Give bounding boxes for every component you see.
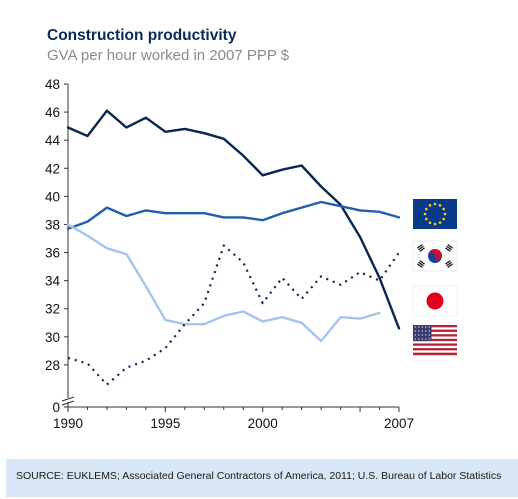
x-tick-label: 1995: [150, 416, 180, 431]
series-line-japan: [66, 223, 381, 343]
axis-break-mark: [61, 396, 75, 406]
x-tick-label: 2000: [248, 416, 278, 431]
legend: [412, 199, 458, 356]
y-tick-label: 32: [45, 302, 60, 317]
y-tick-label: 44: [45, 133, 61, 148]
y-tick-label: 42: [45, 161, 60, 176]
y-tick-label: 0: [52, 400, 60, 415]
y-tick-label: 38: [45, 217, 60, 232]
line-chart: 0 28 30 32 34 36 38 40 42 44 46 48 1990 1995 2000 2007: [45, 77, 458, 431]
japan-flag-icon: [412, 285, 458, 317]
eu-flag-icon: [413, 199, 457, 229]
y-tick-label: 34: [45, 274, 61, 289]
korea-flag-icon: [412, 240, 458, 272]
chart-subtitle: GVA per hour worked in 2007 PPP $: [47, 47, 290, 64]
chart-title: Construction productivity: [47, 27, 237, 44]
series-layer: [66, 109, 401, 386]
y-tick-label: 46: [45, 105, 60, 120]
us-flag-icon: [413, 325, 457, 356]
series-line-eu: [66, 200, 401, 230]
x-tick-label: 1990: [53, 416, 83, 431]
series-line-korea: [67, 244, 400, 386]
axes: 0 28 30 32 34 36 38 40 42 44 46 48 1990 1995 2000 2007: [45, 77, 414, 431]
source-note: SOURCE: EUKLEMS; Associated General Cont…: [16, 470, 502, 482]
y-tick-label: 36: [45, 246, 60, 261]
y-tick-label: 48: [45, 77, 60, 92]
series-line-us: [66, 109, 401, 330]
y-tick-label: 40: [45, 189, 60, 204]
source-bar: SOURCE: EUKLEMS; Associated General Cont…: [6, 459, 518, 497]
x-tick-label: 2007: [384, 416, 414, 431]
y-tick-label: 30: [45, 330, 60, 345]
y-tick-label: 28: [45, 358, 60, 373]
